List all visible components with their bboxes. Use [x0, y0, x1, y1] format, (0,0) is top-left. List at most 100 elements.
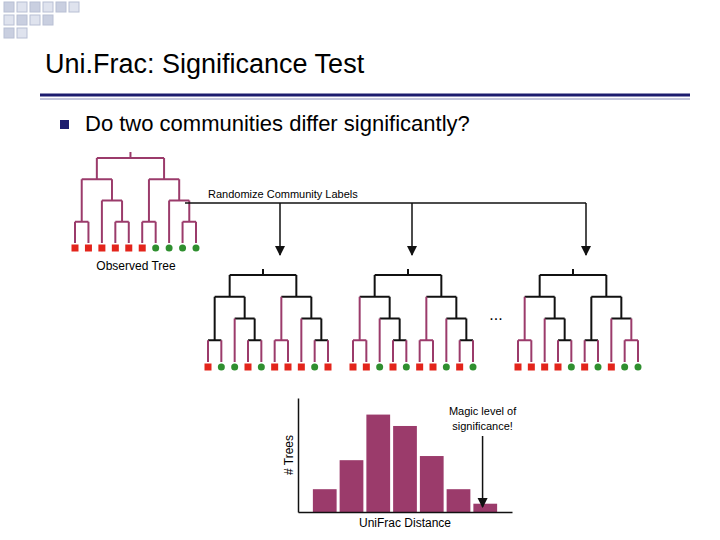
leaf-community-a	[205, 364, 212, 371]
tree-branch	[365, 340, 367, 362]
tree-branch	[114, 222, 116, 243]
tree-branch	[425, 297, 427, 341]
leaf-community-b	[152, 245, 159, 252]
tree-branch	[517, 340, 519, 362]
tree-branch	[524, 297, 526, 341]
tree-branch	[121, 201, 123, 222]
decoration-square	[30, 2, 40, 12]
histogram-bar	[420, 456, 444, 512]
tree-branch	[544, 319, 546, 363]
decoration-square	[30, 15, 40, 25]
leaf-community-b	[403, 364, 410, 371]
tree-branch	[359, 297, 361, 341]
observed-tree	[72, 152, 200, 252]
tree-branch	[597, 340, 599, 362]
tree-branch	[392, 340, 394, 362]
decoration-square	[17, 2, 27, 12]
slide: Uni.Frac: Significance TestDo two commun…	[0, 0, 720, 540]
tree-branch	[624, 340, 626, 362]
tree-branch	[419, 340, 421, 362]
tree-branch	[287, 340, 289, 362]
leaf-community-a	[325, 364, 332, 371]
tree-branch	[399, 319, 401, 341]
tree-branch	[310, 297, 312, 319]
randomize-line	[185, 202, 586, 204]
title-rule	[40, 94, 690, 97]
axis-line	[298, 399, 300, 513]
tree-branch	[254, 319, 256, 341]
histogram-bar	[473, 504, 497, 512]
ellipsis: ...	[489, 306, 502, 323]
leaf-community-a	[581, 364, 588, 371]
leaf-community-a	[430, 364, 437, 371]
tree-branch	[539, 275, 541, 297]
leaf-community-a	[72, 245, 79, 252]
leaf-community-a	[350, 364, 357, 371]
tree-branch	[274, 340, 276, 362]
tree-branch	[260, 340, 262, 362]
tree-branch	[247, 340, 249, 362]
annotation: Magic level ofsignificance!	[449, 405, 517, 432]
tree-branch	[455, 297, 457, 319]
tree-branch	[182, 222, 184, 243]
decoration-square	[17, 28, 27, 38]
decoration-square	[17, 15, 27, 25]
decoration-square	[69, 2, 79, 12]
tree-branch	[605, 275, 607, 297]
tree-branch	[445, 319, 447, 363]
leaf-community-a	[139, 245, 146, 252]
decoration-square	[4, 28, 14, 38]
leaf-community-a	[125, 245, 132, 252]
tree-branch	[405, 340, 407, 362]
leaf-community-b	[258, 364, 265, 371]
randomize-arrow	[411, 203, 413, 255]
decoration-square	[43, 15, 53, 25]
leaf-community-b	[568, 364, 575, 371]
randomize-arrow	[585, 203, 587, 255]
tree-branch	[74, 222, 76, 243]
leaf-community-a	[363, 364, 370, 371]
leaf-community-a	[456, 364, 463, 371]
annotation-arrow	[482, 436, 484, 507]
tree-branch	[128, 222, 130, 243]
x-axis	[299, 512, 513, 513]
histogram-bar	[447, 489, 471, 512]
bullet-marker	[60, 120, 69, 129]
observed-label: Observed Tree	[96, 259, 176, 273]
leaf-community-a	[608, 364, 615, 371]
tree-branch	[590, 297, 592, 341]
decoration-square	[4, 15, 14, 25]
random-tree	[515, 269, 642, 371]
leaf-community-a	[85, 245, 92, 252]
leaf-community-a	[98, 245, 105, 252]
tree-branch	[570, 340, 572, 362]
slide-title: Uni.Frac: Significance Test	[45, 49, 365, 79]
tree-root	[129, 152, 131, 158]
tree-branch	[87, 222, 89, 243]
tree-branch	[214, 297, 216, 341]
axis-line	[299, 512, 513, 514]
title-rule-thin	[40, 99, 690, 100]
tree-branch	[234, 319, 236, 363]
tree-branch	[101, 201, 103, 244]
tree-branch	[96, 158, 98, 179]
tree-branch	[141, 222, 143, 243]
leaf-community-b	[443, 364, 450, 371]
tree-branch	[178, 179, 180, 200]
random-tree	[205, 269, 332, 371]
tree-branch	[168, 201, 170, 244]
leaf-community-b	[179, 245, 186, 252]
leaf-community-a	[390, 364, 397, 371]
randomize-arrow	[279, 203, 281, 255]
histogram-bar	[393, 426, 417, 512]
tree-branch	[620, 297, 622, 319]
leaf-community-a	[541, 364, 548, 371]
y-axis-title: # Trees	[282, 435, 296, 475]
tree-branch	[637, 340, 639, 362]
randomize-label: Randomize Community Labels	[208, 188, 358, 200]
leaf-community-a	[271, 364, 278, 371]
tree-branch	[379, 319, 381, 363]
tree-branch	[229, 275, 231, 297]
tree-branch	[584, 340, 586, 362]
leaf-community-a	[416, 364, 423, 371]
